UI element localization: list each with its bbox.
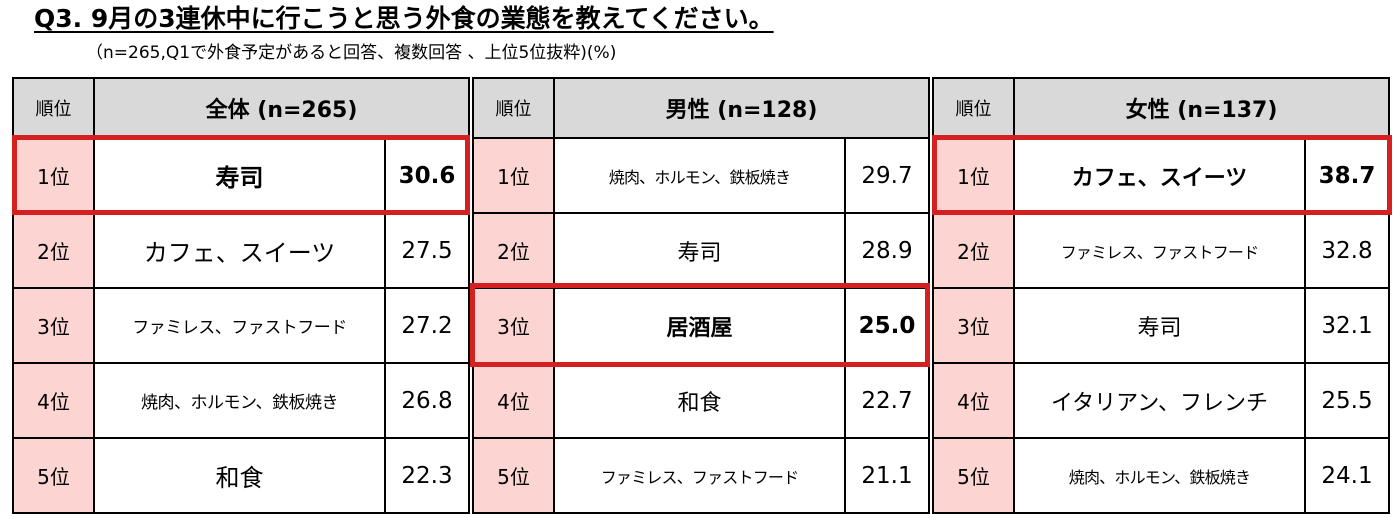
value-cell: 32.8 bbox=[1303, 212, 1391, 289]
rank-column-header: 順位 bbox=[932, 77, 1015, 139]
category-cell: 居酒屋 bbox=[553, 287, 846, 364]
table-header-row: 順位 女性 (n=137) bbox=[932, 77, 1391, 139]
rank-column-header: 順位 bbox=[472, 77, 555, 139]
rank-cell: 5位 bbox=[932, 437, 1015, 514]
table-row: 1位 焼肉、ホルモン、鉄板焼き 29.7 bbox=[472, 137, 931, 214]
table-row: 5位 和食 22.3 bbox=[12, 437, 471, 514]
table-row: 5位 ファミレス、ファストフード 21.1 bbox=[472, 437, 931, 514]
rank-cell: 5位 bbox=[12, 437, 95, 514]
rank-cell: 1位 bbox=[12, 137, 95, 214]
value-cell: 28.9 bbox=[843, 212, 931, 289]
value-cell: 24.1 bbox=[1303, 437, 1391, 514]
table-row: 4位 和食 22.7 bbox=[472, 362, 931, 439]
table-row: 3位 居酒屋 25.0 bbox=[472, 287, 931, 364]
rank-cell: 2位 bbox=[932, 212, 1015, 289]
table-row: 4位 焼肉、ホルモン、鉄板焼き 26.8 bbox=[12, 362, 471, 439]
table-header-row: 順位 全体 (n=265) bbox=[12, 77, 471, 139]
category-cell: 和食 bbox=[553, 362, 846, 439]
value-cell: 22.7 bbox=[843, 362, 931, 439]
rank-cell: 4位 bbox=[12, 362, 95, 439]
category-cell: 寿司 bbox=[93, 137, 386, 214]
group-header: 女性 (n=137) bbox=[1012, 77, 1391, 139]
category-cell: 寿司 bbox=[1013, 287, 1306, 364]
value-cell: 32.1 bbox=[1303, 287, 1391, 364]
rank-cell: 4位 bbox=[932, 362, 1015, 439]
category-cell: ファミレス、ファストフード bbox=[553, 437, 846, 514]
value-cell: 26.8 bbox=[383, 362, 471, 439]
category-cell: カフェ、スイーツ bbox=[1013, 137, 1306, 214]
value-cell: 21.1 bbox=[843, 437, 931, 514]
table-row: 5位 焼肉、ホルモン、鉄板焼き 24.1 bbox=[932, 437, 1391, 514]
table-row: 3位 寿司 32.1 bbox=[932, 287, 1391, 364]
rank-cell: 2位 bbox=[12, 212, 95, 289]
rank-cell: 5位 bbox=[472, 437, 555, 514]
category-cell: 焼肉、ホルモン、鉄板焼き bbox=[93, 362, 386, 439]
rank-cell: 3位 bbox=[472, 287, 555, 364]
rank-cell: 4位 bbox=[472, 362, 555, 439]
table-row: 3位 ファミレス、ファストフード 27.2 bbox=[12, 287, 471, 364]
rank-cell: 2位 bbox=[472, 212, 555, 289]
value-cell: 25.0 bbox=[843, 287, 931, 364]
value-cell: 25.5 bbox=[1303, 362, 1391, 439]
table-row: 1位 カフェ、スイーツ 38.7 bbox=[932, 137, 1391, 214]
table-row: 2位 寿司 28.9 bbox=[472, 212, 931, 289]
ranking-table-female: 順位 女性 (n=137) 1位 カフェ、スイーツ 38.7 2位 ファミレス、… bbox=[932, 77, 1391, 514]
table-row: 1位 寿司 30.6 bbox=[12, 137, 471, 214]
table-header-row: 順位 男性 (n=128) bbox=[472, 77, 931, 139]
group-header: 男性 (n=128) bbox=[552, 77, 931, 139]
value-cell: 30.6 bbox=[383, 137, 471, 214]
ranking-table-overall: 順位 全体 (n=265) 1位 寿司 30.6 2位 カフェ、スイーツ 27.… bbox=[12, 77, 471, 514]
group-header: 全体 (n=265) bbox=[92, 77, 471, 139]
chart-subtitle: （n=265,Q1で外食予定があると回答、複数回答 、上位5位抜粋)(%) bbox=[86, 43, 617, 63]
value-cell: 27.5 bbox=[383, 212, 471, 289]
category-cell: 焼肉、ホルモン、鉄板焼き bbox=[553, 137, 846, 214]
rank-cell: 3位 bbox=[12, 287, 95, 364]
chart-title: Q3. 9月の3連休中に行こうと思う外食の業態を教えてください。 bbox=[34, 4, 774, 33]
category-cell: ファミレス、ファストフード bbox=[93, 287, 386, 364]
value-cell: 29.7 bbox=[843, 137, 931, 214]
table-row: 4位 イタリアン、フレンチ 25.5 bbox=[932, 362, 1391, 439]
rank-cell: 3位 bbox=[932, 287, 1015, 364]
category-cell: 焼肉、ホルモン、鉄板焼き bbox=[1013, 437, 1306, 514]
rank-cell: 1位 bbox=[472, 137, 555, 214]
value-cell: 22.3 bbox=[383, 437, 471, 514]
rank-cell: 1位 bbox=[932, 137, 1015, 214]
table-row: 2位 ファミレス、ファストフード 32.8 bbox=[932, 212, 1391, 289]
value-cell: 27.2 bbox=[383, 287, 471, 364]
ranking-table-male: 順位 男性 (n=128) 1位 焼肉、ホルモン、鉄板焼き 29.7 2位 寿司… bbox=[472, 77, 931, 514]
rank-column-header: 順位 bbox=[12, 77, 95, 139]
category-cell: カフェ、スイーツ bbox=[93, 212, 386, 289]
category-cell: 寿司 bbox=[553, 212, 846, 289]
category-cell: ファミレス、ファストフード bbox=[1013, 212, 1306, 289]
table-row: 2位 カフェ、スイーツ 27.5 bbox=[12, 212, 471, 289]
category-cell: イタリアン、フレンチ bbox=[1013, 362, 1306, 439]
value-cell: 38.7 bbox=[1303, 137, 1391, 214]
category-cell: 和食 bbox=[93, 437, 386, 514]
